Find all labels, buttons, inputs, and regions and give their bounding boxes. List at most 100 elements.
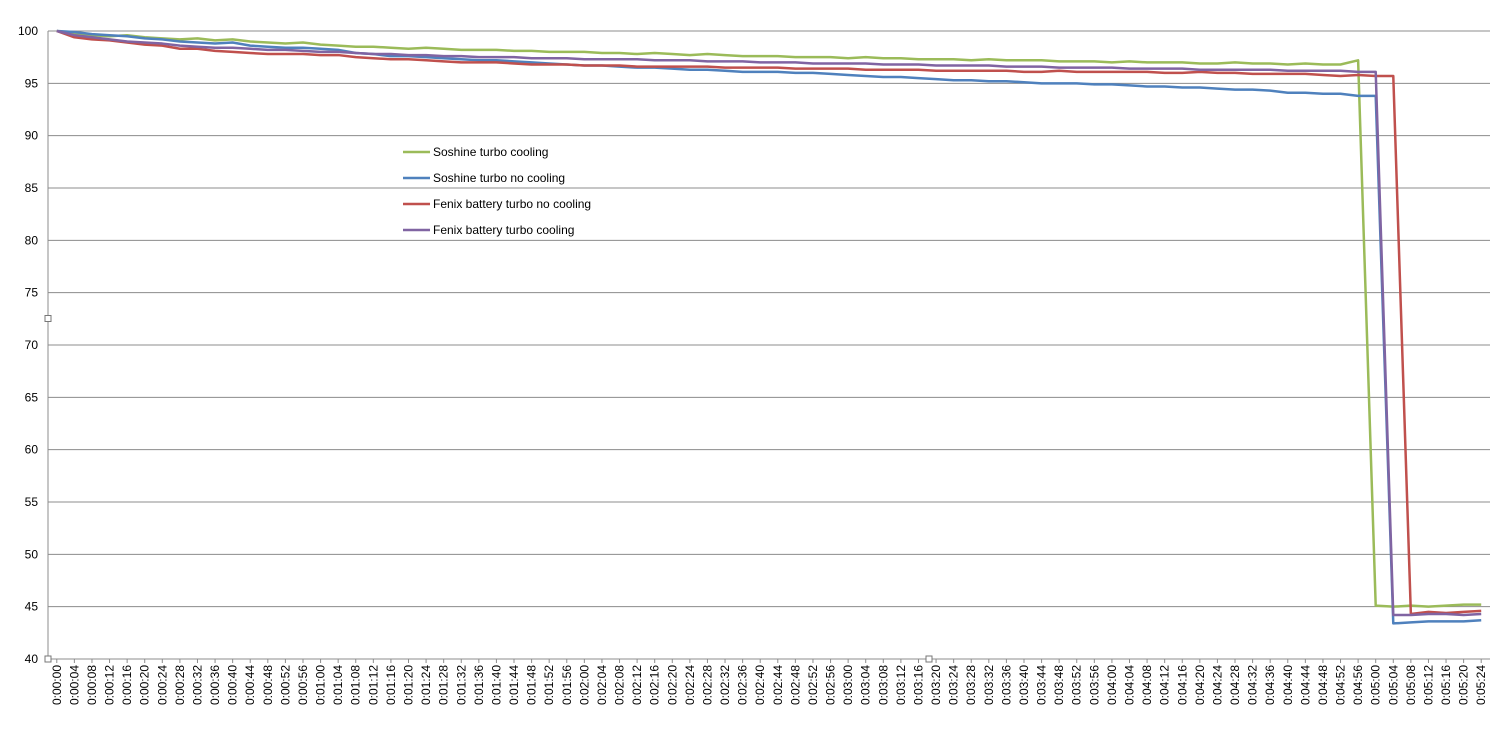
- x-tick-label: 0:00:00: [50, 665, 64, 705]
- x-tick-label: 0:01:24: [419, 665, 433, 705]
- x-tick-label: 0:00:16: [120, 665, 134, 705]
- x-tick-label: 0:02:48: [788, 665, 802, 705]
- x-tick-label: 0:02:44: [771, 665, 785, 705]
- x-tick-label: 0:02:00: [577, 665, 591, 705]
- series-line: [56, 29, 1482, 616]
- x-tick-label: 0:02:52: [806, 665, 820, 705]
- x-tick-label: 0:03:48: [1052, 665, 1066, 705]
- legend-label: Soshine turbo cooling: [433, 145, 548, 159]
- series-line: [56, 29, 1482, 617]
- y-tick-label: 80: [25, 233, 39, 247]
- x-tick-label: 0:05:12: [1421, 665, 1435, 705]
- x-tick-label: 0:00:56: [296, 665, 310, 705]
- x-tick-label: 0:00:36: [208, 665, 222, 705]
- handle: [44, 655, 52, 663]
- x-tick-label: 0:03:52: [1070, 665, 1084, 705]
- x-tick-label: 0:03:12: [894, 665, 908, 705]
- x-tick-label: 0:00:04: [67, 665, 81, 705]
- x-tick-label: 0:04:36: [1263, 665, 1277, 705]
- handle: [44, 315, 52, 322]
- x-tick-label: 0:04:12: [1158, 665, 1172, 705]
- x-tick-label: 0:04:56: [1351, 665, 1365, 705]
- x-tick-label: 0:02:12: [630, 665, 644, 705]
- x-tick-label: 0:05:24: [1474, 665, 1488, 705]
- y-tick-label: 100: [18, 24, 38, 38]
- x-tick-label: 0:01:12: [366, 665, 380, 705]
- x-tick-label: 0:02:04: [595, 665, 609, 705]
- x-tick-label: 0:04:04: [1123, 665, 1137, 705]
- x-tick-label: 0:05:08: [1404, 665, 1418, 705]
- x-tick-label: 0:04:08: [1140, 665, 1154, 705]
- x-tick-label: 0:01:08: [349, 665, 363, 705]
- x-tick-label: 0:02:28: [700, 665, 714, 705]
- x-tick-label: 0:04:40: [1281, 665, 1295, 705]
- handle: [925, 655, 933, 663]
- x-tick-label: 0:02:56: [824, 665, 838, 705]
- x-tick-label: 0:04:48: [1316, 665, 1330, 705]
- legend-label: Fenix battery turbo no cooling: [433, 197, 591, 211]
- x-tick-label: 0:02:24: [683, 665, 697, 705]
- y-tick-label: 55: [25, 495, 39, 509]
- x-tick-label: 0:00:48: [261, 665, 275, 705]
- x-tick-label: 0:03:20: [929, 665, 943, 705]
- x-tick-label: 0:05:20: [1457, 665, 1471, 705]
- x-tick-label: 0:01:44: [507, 665, 521, 705]
- x-tick-label: 0:02:36: [736, 665, 750, 705]
- x-tick-label: 0:04:44: [1298, 665, 1312, 705]
- x-tick-label: 0:03:56: [1087, 665, 1101, 705]
- x-tick-label: 0:01:28: [437, 665, 451, 705]
- selection-handles: [44, 315, 933, 663]
- x-tick-label: 0:01:36: [472, 665, 486, 705]
- x-tick-label: 0:00:20: [138, 665, 152, 705]
- x-tick-label: 0:01:40: [489, 665, 503, 705]
- y-tick-label: 45: [25, 600, 39, 614]
- x-tick-label: 0:03:32: [982, 665, 996, 705]
- x-tick-label: 0:05:00: [1369, 665, 1383, 705]
- x-tick-label: 0:04:52: [1334, 665, 1348, 705]
- x-tick-label: 0:01:04: [331, 665, 345, 705]
- x-tick-label: 0:00:44: [243, 665, 257, 705]
- x-tick-label: 0:03:04: [859, 665, 873, 705]
- series-line: [56, 29, 1482, 625]
- x-tick-label: 0:04:20: [1193, 665, 1207, 705]
- x-tick-label: 0:04:24: [1210, 665, 1224, 705]
- y-tick-label: 95: [25, 76, 39, 90]
- y-tick-label: 60: [25, 443, 39, 457]
- x-tick-label: 0:03:24: [947, 665, 961, 705]
- x-tick-label: 0:00:12: [103, 665, 117, 705]
- x-tick-label: 0:04:32: [1246, 665, 1260, 705]
- x-tick-label: 0:01:48: [525, 665, 539, 705]
- x-tick-label: 0:00:32: [190, 665, 204, 705]
- x-tick-label: 0:03:00: [841, 665, 855, 705]
- x-tick-label: 0:03:40: [1017, 665, 1031, 705]
- x-tick-label: 0:00:24: [155, 665, 169, 705]
- x-tick-label: 0:02:08: [613, 665, 627, 705]
- x-tick-label: 0:01:32: [454, 665, 468, 705]
- x-tick-label: 0:01:00: [314, 665, 328, 705]
- x-tick-label: 0:02:16: [648, 665, 662, 705]
- y-tick-label: 85: [25, 181, 39, 195]
- x-tick-label: 0:03:28: [964, 665, 978, 705]
- legend-label: Soshine turbo no cooling: [433, 171, 565, 185]
- x-tick-label: 0:03:36: [999, 665, 1013, 705]
- y-tick-label: 40: [25, 652, 39, 666]
- series-line: [56, 29, 1482, 608]
- x-tick-label: 0:04:28: [1228, 665, 1242, 705]
- x-tick-label: 0:00:52: [278, 665, 292, 705]
- x-tick-label: 0:01:56: [560, 665, 574, 705]
- x-tick-label: 0:05:16: [1439, 665, 1453, 705]
- x-tick-label: 0:02:32: [718, 665, 732, 705]
- x-tick-label: 0:00:08: [85, 665, 99, 705]
- y-tick-label: 90: [25, 129, 39, 143]
- y-tick-label: 65: [25, 390, 39, 404]
- y-tick-label: 75: [25, 286, 39, 300]
- legend-label: Fenix battery turbo cooling: [433, 223, 574, 237]
- x-tick-label: 0:00:40: [226, 665, 240, 705]
- x-tick-label: 0:04:16: [1175, 665, 1189, 705]
- x-tick-label: 0:02:40: [753, 665, 767, 705]
- x-tick-label: 0:02:20: [665, 665, 679, 705]
- x-tick-label: 0:04:00: [1105, 665, 1119, 705]
- y-tick-label: 50: [25, 547, 39, 561]
- x-tick-label: 0:03:16: [911, 665, 925, 705]
